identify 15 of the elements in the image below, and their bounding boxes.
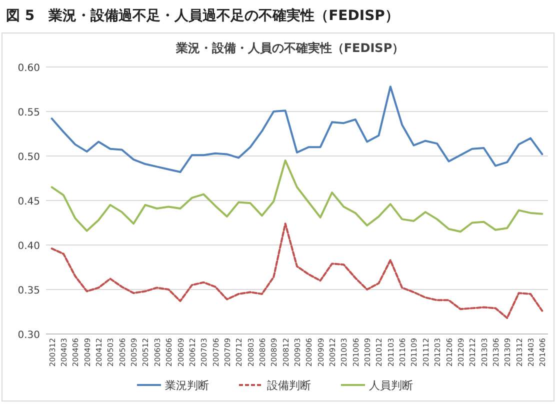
y-tick-label: 0.50: [18, 152, 40, 163]
chart-subtitle: 業況・設備・人員の不確実性（FEDISP）: [174, 41, 404, 55]
chart-title: 図 5 業況・設備過不足・人員過不足の不確実性（FEDISP）: [6, 7, 399, 24]
y-tick-label: 0.40: [18, 241, 40, 252]
y-tick-label: 0.45: [18, 196, 40, 208]
legend-label: 業況判断: [165, 379, 209, 392]
line-series: [50, 159, 544, 233]
y-tick-label: 0.30: [18, 330, 40, 341]
y-tick-label: 0.35: [18, 286, 40, 296]
y-tick-label: 0.55: [18, 108, 40, 118]
line-series: [50, 222, 544, 319]
legend-label: 設備判断: [267, 379, 311, 392]
y-tick-label: 0.60: [18, 63, 40, 74]
line-series: [50, 86, 544, 174]
legend-label: 人員判断: [369, 379, 413, 392]
